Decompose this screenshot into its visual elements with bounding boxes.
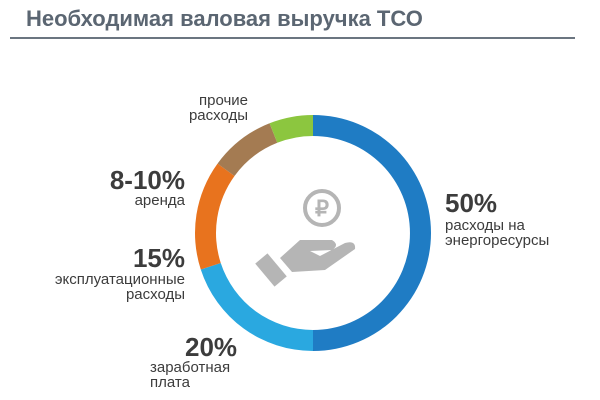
donut-segment: [195, 163, 235, 270]
donut-segment: [200, 262, 313, 351]
category-label: эксплуатационные расходы: [54, 271, 185, 303]
category-label: расходы на энергоресурсы: [445, 217, 550, 249]
donut-segment: [313, 115, 431, 351]
category-label: заработная плата: [150, 359, 231, 391]
svg-text:₽: ₽: [315, 196, 329, 221]
chart-title: Необходимая валовая выручка ТСО: [26, 6, 423, 31]
value-label: 15%: [132, 243, 185, 273]
donut-segment: [217, 123, 278, 176]
donut-segment: [269, 115, 313, 143]
center-icon: ₽: [255, 189, 356, 287]
value-label: 50%: [445, 188, 498, 218]
category-label: прочие расходы: [188, 92, 248, 124]
value-label: 20%: [185, 332, 238, 362]
category-label: аренда: [134, 192, 185, 209]
value-label: 8-10%: [109, 165, 185, 195]
